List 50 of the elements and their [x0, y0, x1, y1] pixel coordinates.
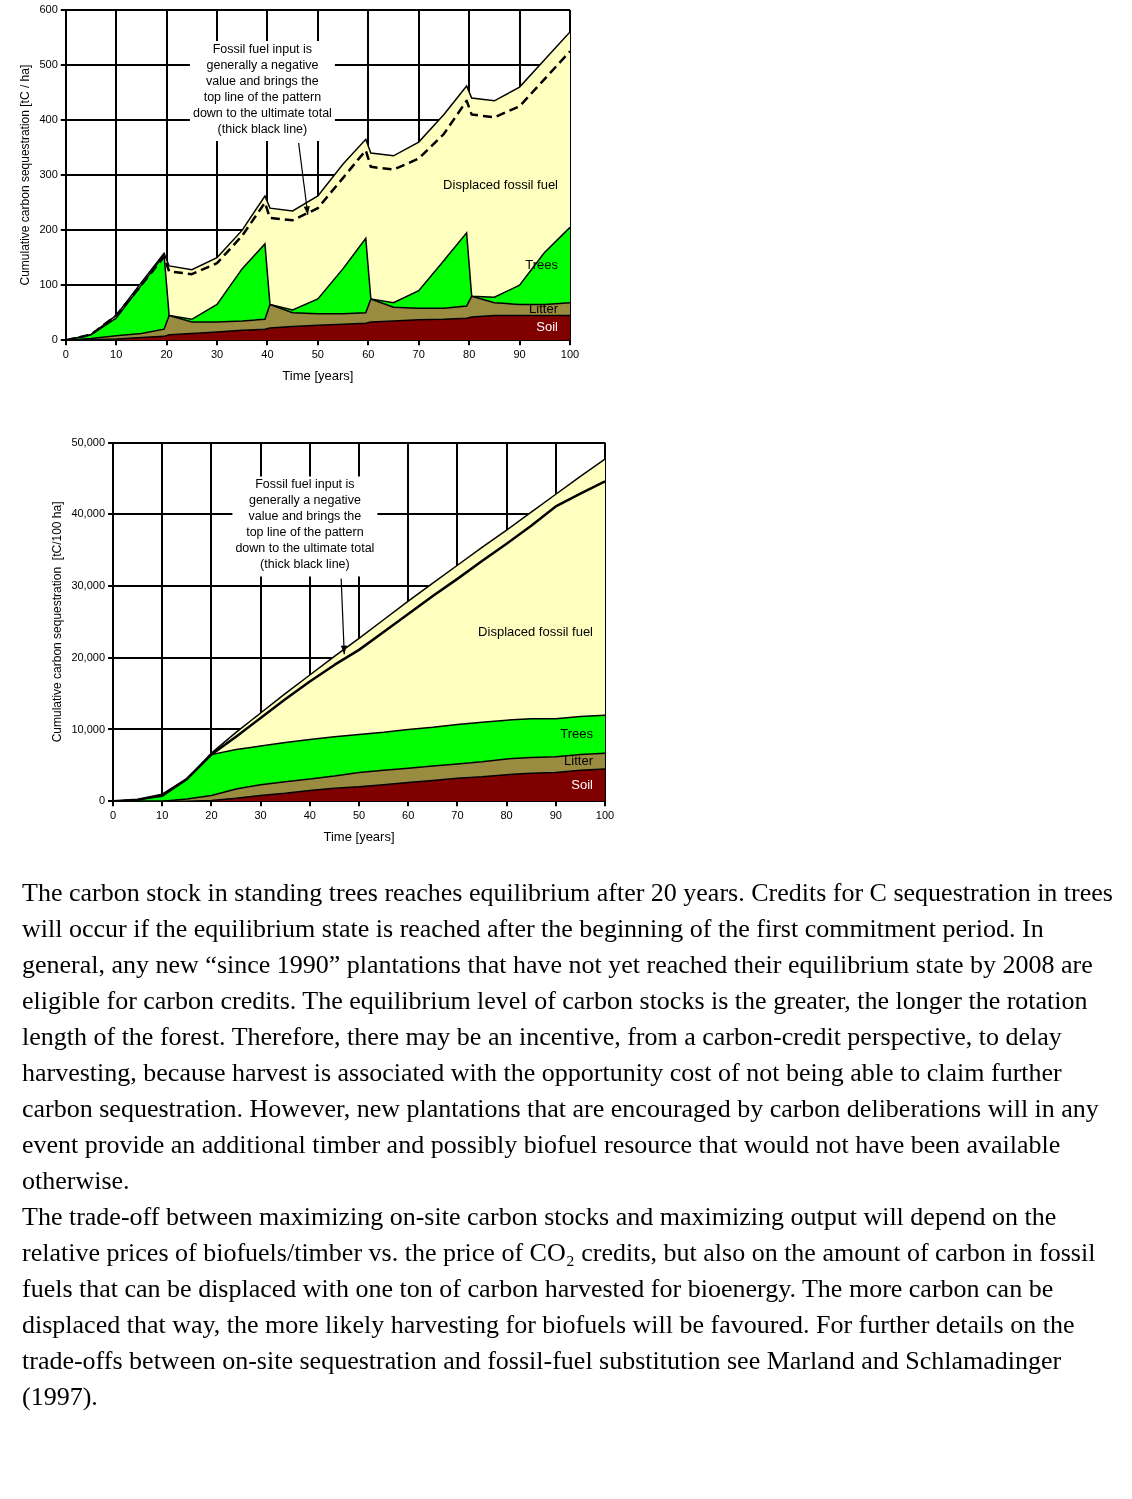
- x-tick-label: 60: [362, 347, 375, 360]
- y-tick-label: 40,000: [71, 507, 106, 520]
- y-tick-label: 600: [39, 3, 58, 16]
- text: The trade-off between maximizing on-site carbon stocks and maximizing output will depend on the relative prices of biofuels/timber vs. the price of CO₂ credits, but also on the amount of carbon in fossil fuels that can be displaced with one ton of carbon harvested for bioenergy. The more carbon can be displaced that way, the more likely harvesting for biofuels will be favoured. For further details on the trade-offs between on-site sequestration and fossil-fuel substitution see Marland and Schlamadinger (1997).: [22, 1201, 1097, 1413]
- x-tick-label: 0: [109, 808, 117, 821]
- y-tick-label: 0: [98, 794, 106, 807]
- y-tick-label: 300: [39, 168, 58, 181]
- series-label: Soil: [536, 319, 559, 335]
- series-label: Soil: [571, 776, 594, 792]
- x-tick-label: 60: [402, 808, 415, 821]
- y-tick-label: 0: [51, 333, 58, 346]
- y-tick-label: 10,000: [71, 722, 106, 735]
- y-tick-label: 200: [39, 223, 58, 236]
- series-label: Trees: [560, 725, 594, 741]
- x-tick-label: 10: [156, 808, 169, 821]
- series-label: Displaced fossil fuel: [443, 176, 559, 192]
- x-tick-label: 10: [110, 347, 123, 360]
- series-label: Litter: [564, 752, 594, 768]
- y-axis-title: Cumulative carbon sequestration [tC / ha]: [17, 64, 32, 286]
- x-tick-label: 0: [62, 347, 69, 360]
- y-tick-label: 500: [39, 58, 58, 71]
- x-tick-label: 40: [261, 347, 274, 360]
- x-tick-label: 20: [160, 347, 173, 360]
- series-label: Displaced fossil fuel: [478, 624, 594, 640]
- x-tick-label: 70: [412, 347, 425, 360]
- x-tick-label: 100: [560, 347, 580, 360]
- x-tick-label: 30: [254, 808, 267, 821]
- x-tick-label: 50: [352, 808, 366, 821]
- y-tick-label: 20,000: [71, 650, 106, 663]
- series-label: Litter: [529, 300, 559, 316]
- x-tick-label: 30: [210, 347, 224, 360]
- y-tick-label: 30,000: [71, 579, 106, 592]
- x-tick-label: 90: [513, 347, 526, 360]
- text: The carbon stock in standing trees reaches equilibrium after 20 years. Credits for C sequestration in trees will occur if the equilibrium state is reached after the beginning of the first commitment period. In general, any new “since 1990” plantations that have not yet reached their equilibrium state by 2008 are eligible for carbon credits. The equilibrium level of carbon stocks is the greater, the longer the rotation length of the forest. Therefore, there may be an incentive, from a carbon-credit perspective, to delay harvesting, because harvest is associated with the opportunity cost of not being able to claim further carbon sequestration. However, new plantations that are encouraged by carbon deliberations will in any event provide an additional timber and possibly biofuel resource that would not have been available otherwise.: [22, 878, 1113, 1195]
- x-tick-label: 100: [595, 808, 615, 821]
- y-tick-label: 100: [39, 278, 58, 291]
- x-tick-label: 80: [500, 808, 513, 821]
- y-tick-label: 50,000: [71, 435, 106, 448]
- annotation: Fossil fuel input is generally a negative value and brings the top line of the pattern down to the ultimate total (thick black line): [192, 41, 332, 136]
- x-tick-label: 50: [311, 347, 324, 360]
- x-axis-title: Time [years]: [323, 828, 395, 844]
- x-tick-label: 80: [463, 347, 476, 360]
- x-axis-title: Time [years]: [282, 367, 354, 383]
- x-tick-label: 20: [205, 808, 218, 821]
- x-tick-label: 90: [549, 808, 562, 821]
- y-tick-label: 400: [39, 113, 58, 126]
- y-axis-title: Cumulative carbon sequestration [tC/100 ha]: [49, 501, 64, 743]
- annotation: Fossil fuel input is generally a negative value and brings the top line of the pattern down to the ultimate total (thick black line): [235, 477, 375, 572]
- x-tick-label: 40: [303, 808, 316, 821]
- x-tick-label: 70: [451, 808, 464, 821]
